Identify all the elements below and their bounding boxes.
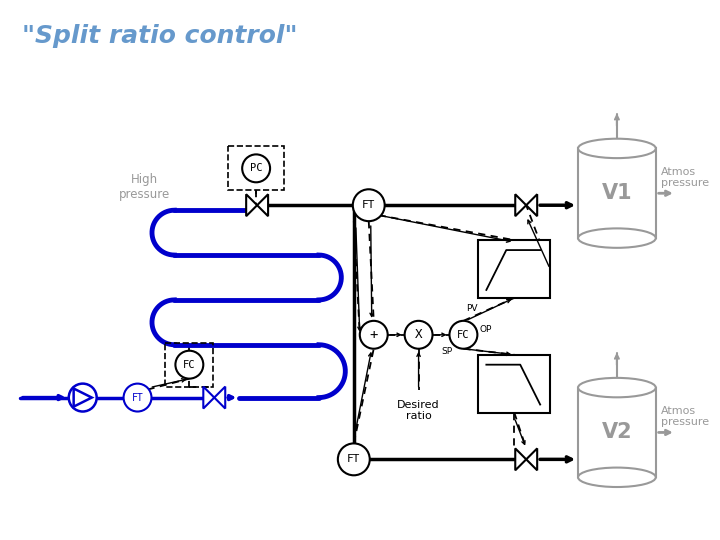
Text: FT: FT: [132, 393, 143, 402]
Polygon shape: [526, 194, 537, 216]
Circle shape: [360, 321, 387, 349]
Circle shape: [405, 321, 433, 349]
Text: V1: V1: [602, 183, 632, 203]
Circle shape: [338, 443, 370, 475]
Polygon shape: [516, 194, 526, 216]
Circle shape: [69, 383, 96, 411]
Polygon shape: [215, 387, 225, 409]
Text: FC: FC: [183, 360, 196, 370]
Polygon shape: [516, 448, 526, 470]
Text: X: X: [415, 328, 423, 341]
Polygon shape: [203, 387, 215, 409]
Text: High
pressure: High pressure: [119, 173, 170, 201]
Bar: [478, 240, 550, 298]
Ellipse shape: [578, 468, 656, 487]
Polygon shape: [526, 448, 537, 470]
Polygon shape: [246, 194, 257, 216]
Bar: [578, 388, 656, 477]
Polygon shape: [257, 194, 268, 216]
Text: "Split ratio control": "Split ratio control": [22, 24, 297, 48]
Text: FC: FC: [457, 330, 469, 340]
Text: Atmos
pressure: Atmos pressure: [661, 166, 709, 188]
Text: OP: OP: [480, 325, 492, 334]
Text: SP: SP: [441, 347, 453, 356]
Circle shape: [176, 350, 203, 379]
Ellipse shape: [578, 378, 656, 397]
Text: PC: PC: [250, 163, 262, 173]
Text: Desired
ratio: Desired ratio: [397, 400, 440, 421]
Circle shape: [353, 190, 384, 221]
Bar: [578, 148, 656, 238]
Text: PV: PV: [467, 304, 478, 313]
Bar: [478, 355, 550, 413]
Bar: [228, 146, 284, 190]
Circle shape: [124, 383, 151, 411]
Ellipse shape: [578, 139, 656, 158]
Ellipse shape: [578, 228, 656, 248]
Text: +: +: [369, 328, 378, 342]
Text: V2: V2: [602, 422, 632, 442]
Text: Atmos
pressure: Atmos pressure: [661, 406, 709, 427]
Bar: [166, 343, 213, 387]
Circle shape: [449, 321, 477, 349]
Circle shape: [242, 154, 270, 183]
Text: FT: FT: [347, 454, 361, 464]
Text: FT: FT: [362, 200, 376, 210]
